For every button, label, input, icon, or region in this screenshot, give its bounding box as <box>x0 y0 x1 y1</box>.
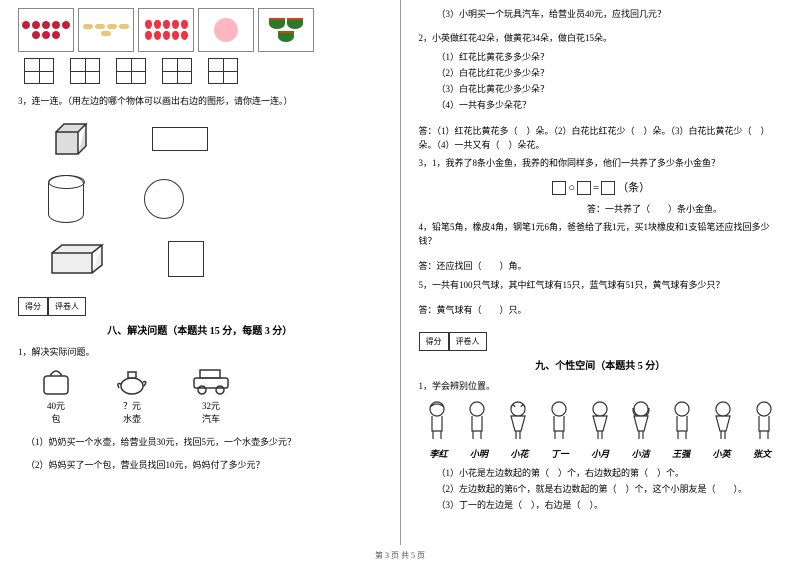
kid-names: 李红小明小花丁一小月小洁王强小英张文 <box>419 447 783 460</box>
number-boxes <box>24 58 382 84</box>
page-footer: 第 3 页 共 5 页 <box>0 550 800 561</box>
q9-sub3: （3）丁一的左边是（ ），右边是（ ）。 <box>437 498 783 511</box>
q4-ans: 答：还应找回（ ）角。 <box>419 260 783 274</box>
q9-sub2: （2）左边数起的第6个，就是右边数起的第（ ）个，这个小朋友是（ ）。 <box>437 482 783 495</box>
bag-label: 包 <box>38 412 74 425</box>
fruit-boxes <box>18 8 382 52</box>
q8-1: 1，解决实际问题。 <box>18 345 382 358</box>
q4: 4，铅笔5角，橡皮4角，钢笔1元6角，爸爸给了我1元，买1块橡皮和1支铅笔还应找… <box>419 221 783 248</box>
q2-1: （1）红花比黄花多多少朵？ <box>437 50 783 63</box>
cube-shape <box>48 120 92 158</box>
cylinder-shape <box>48 175 84 223</box>
strawberry-box <box>138 8 194 52</box>
q8-sub2: （2）妈妈买了一个包，营业员找回10元，妈妈付了多少元？ <box>26 458 382 471</box>
q2-2: （2）白花比红花少多少朵？ <box>437 66 783 79</box>
car-price: 32元 <box>190 399 232 412</box>
q5: 5，一共有100只气球，其中红气球有15只，蓝气球有51只，黄气球有多少只？ <box>419 279 783 293</box>
peach-box <box>198 8 254 52</box>
cuboid-shape <box>48 243 108 275</box>
carrot-box <box>78 8 134 52</box>
q3: 3，1，我养了8条小金鱼，我养的和你同样多，他们一共养了多少条小金鱼？ <box>419 157 783 171</box>
kids-row <box>419 399 783 441</box>
square-shape <box>168 241 204 277</box>
score-label: 得分 <box>18 297 48 316</box>
car-label: 汽车 <box>190 412 232 425</box>
circle-shape <box>144 179 184 219</box>
q9-1: 1，学会辨别位置。 <box>419 380 783 394</box>
car-item: 32元 汽车 <box>190 366 232 425</box>
q2-ans: 答：（1）红花比黄花多（ ）朵。（2）白花比红花少（ ）朵。（3）白花比黄花少（… <box>419 125 783 152</box>
bag-price: 40元 <box>38 399 74 412</box>
q5-ans: 答：黄气球有（ ）只。 <box>419 304 783 318</box>
score-box-8: 得分 评卷人 <box>18 297 382 316</box>
apple-box <box>18 8 74 52</box>
kettle-label: 水壶 <box>114 412 150 425</box>
kettle-price: ？元 <box>114 399 150 412</box>
q8-sub1: （1）奶奶买一个水壶，给营业员30元，找回5元，一个水壶多少元？ <box>26 435 382 448</box>
q8-sub3: （3）小明买一个玩具汽车，给营业员40元，应找回几元？ <box>437 8 783 22</box>
q2-4: （4）一共有多少朵花？ <box>437 98 783 111</box>
q3-text: 3，连一连。（用左边的哪个物体可以画出右边的图形，请你连一连。） <box>18 94 382 107</box>
grader-label-9: 评卷人 <box>449 332 487 351</box>
melon-box <box>258 8 314 52</box>
rectangle-shape <box>152 127 208 151</box>
q2: 2，小英做红花42朵，做黄花34朵，做白花15朵。 <box>419 32 783 46</box>
shop-items: 40元 包 ？元 水壶 32元 汽车 <box>38 366 382 425</box>
bag-item: 40元 包 <box>38 366 74 425</box>
q3-ans: 答：一共养了（ ）条小金鱼。 <box>419 203 783 217</box>
score-box-9: 得分 评卷人 <box>419 332 783 351</box>
kettle-item: ？元 水壶 <box>114 366 150 425</box>
q2-3: （3）白花比黄花少多少朵？ <box>437 82 783 95</box>
shapes-matching <box>48 115 382 283</box>
q9-sub1: （1）小花是左边数起的第（ ）个，右边数起的第（ ）个。 <box>437 466 783 479</box>
section-8-title: 八、解决问题（本题共 15 分，每题 3 分） <box>18 322 382 337</box>
section-9-title: 九、个性空间（本题共 5 分） <box>419 357 783 372</box>
grader-label: 评卷人 <box>48 297 86 316</box>
formula-box: ○=（条） <box>419 179 783 195</box>
score-label-9: 得分 <box>419 332 449 351</box>
